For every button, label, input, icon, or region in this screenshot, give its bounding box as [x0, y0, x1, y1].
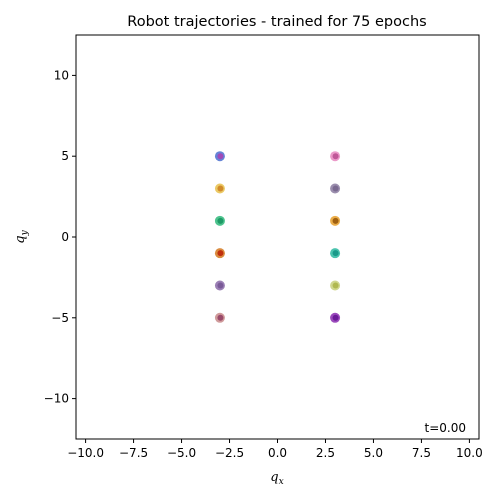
x-axis-label: qx	[270, 470, 283, 487]
y-axis-label: qy	[13, 229, 30, 243]
trajectory-point-inner	[217, 314, 224, 321]
trajectory-point	[214, 312, 225, 323]
y-axis-label-subscript: y	[20, 229, 30, 236]
x-tick-label: −10.0	[67, 446, 104, 460]
y-tick-label: 0	[61, 230, 69, 244]
trajectory-point	[214, 151, 225, 162]
trajectory-point-inner	[217, 217, 224, 224]
trajectory-point-inner	[332, 282, 339, 289]
trajectory-point-inner	[332, 153, 339, 160]
y-axis-label-main: q	[13, 235, 28, 243]
trajectory-point	[214, 248, 225, 259]
trajectory-point-inner	[332, 185, 339, 192]
trajectory-point	[214, 215, 225, 226]
trajectory-point	[214, 183, 225, 194]
chart-title: Robot trajectories - trained for 75 epoc…	[127, 14, 426, 30]
trajectory-points	[214, 151, 341, 323]
trajectory-point-inner	[217, 185, 224, 192]
trajectory-point-inner	[217, 282, 224, 289]
trajectory-point-inner	[217, 153, 224, 160]
time-annotation: t=0.00	[425, 421, 466, 435]
trajectory-point-inner	[332, 314, 339, 321]
x-tick-label: −2.5	[215, 446, 244, 460]
trajectory-point-inner	[332, 217, 339, 224]
trajectory-point	[330, 183, 341, 194]
x-tick-label: 2.5	[316, 446, 335, 460]
x-axis-label-main: q	[270, 470, 278, 485]
trajectory-point	[330, 215, 341, 226]
x-axis-label-subscript: x	[279, 477, 284, 487]
x-tick-label: 0.0	[268, 446, 287, 460]
y-tick-label: −10	[44, 392, 69, 406]
x-tick-label: 5.0	[364, 446, 383, 460]
plot-area: −10.0 −7.5 −5.0 −2.5 0.0 2.5 5.0 7.5 10.0 −10 −5 0…	[44, 34, 483, 460]
y-tick-label: 10	[54, 68, 69, 82]
trajectory-point	[214, 280, 225, 291]
trajectory-point-inner	[332, 250, 339, 257]
x-tick-label: −7.5	[119, 446, 148, 460]
x-axis-ticks: −10.0 −7.5 −5.0 −2.5 0.0 2.5 5.0 7.5 10.0	[67, 439, 483, 460]
trajectory-point	[330, 280, 341, 291]
y-tick-label: −5	[51, 311, 69, 325]
trajectory-point	[330, 151, 341, 162]
x-tick-label: −5.0	[167, 446, 196, 460]
x-tick-label: 7.5	[412, 446, 431, 460]
axes-frame	[75, 34, 480, 440]
trajectory-point	[330, 248, 341, 259]
y-tick-label: 5	[61, 149, 69, 163]
trajectory-point-inner	[217, 250, 224, 257]
y-axis-ticks: −10 −5 0 5 10	[44, 68, 76, 406]
x-tick-label: 10.0	[456, 446, 483, 460]
trajectory-point	[330, 312, 341, 323]
